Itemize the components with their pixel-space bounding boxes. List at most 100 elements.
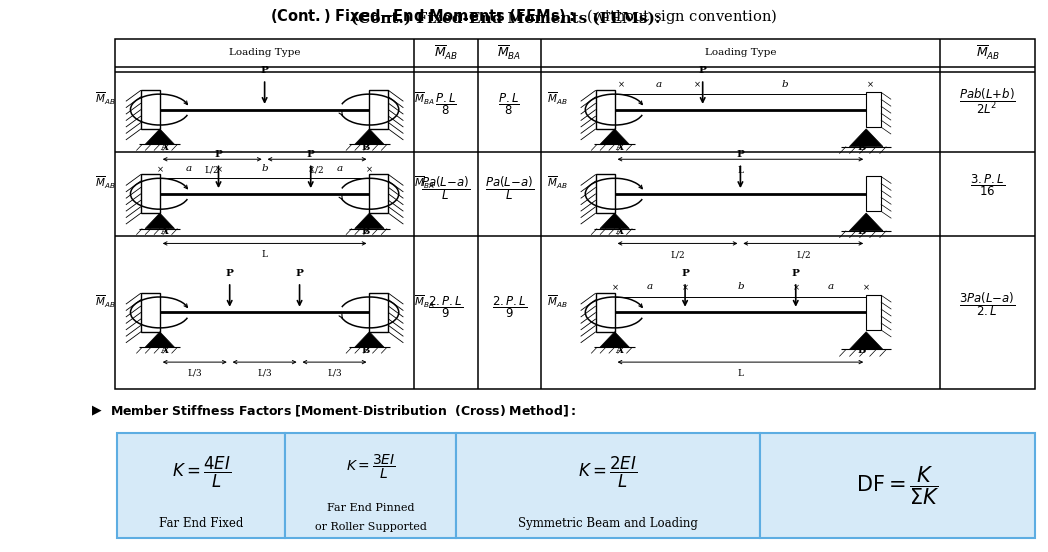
Bar — [595, 293, 614, 332]
Text: P: P — [307, 150, 314, 159]
Bar — [369, 174, 389, 213]
Text: $\overline{M}_{AB}$: $\overline{M}_{AB}$ — [434, 44, 458, 62]
Polygon shape — [354, 332, 385, 347]
Text: Loading Type: Loading Type — [228, 49, 301, 57]
Text: $\times$: $\times$ — [866, 80, 874, 89]
Text: $\dfrac{2.P.L}{9}$: $\dfrac{2.P.L}{9}$ — [429, 294, 463, 320]
Text: P: P — [699, 66, 706, 75]
Bar — [117, 433, 285, 538]
Text: $\overline{M}_{BA}$: $\overline{M}_{BA}$ — [497, 44, 522, 62]
Text: B: B — [362, 142, 369, 152]
Text: $\overline{M}_{AB}$: $\overline{M}_{AB}$ — [547, 91, 567, 107]
Text: a: a — [337, 164, 343, 173]
Polygon shape — [849, 129, 882, 147]
Text: $\times$: $\times$ — [156, 164, 163, 174]
Text: A: A — [160, 227, 168, 236]
Bar — [140, 174, 159, 213]
Text: $\overline{M}_{AB}$: $\overline{M}_{AB}$ — [95, 174, 115, 191]
Text: $\times$: $\times$ — [611, 283, 618, 293]
Text: B: B — [362, 346, 369, 354]
Text: $\times$: $\times$ — [307, 164, 314, 174]
Polygon shape — [599, 213, 629, 229]
Text: b: b — [261, 164, 268, 173]
Text: Far End Pinned: Far End Pinned — [327, 503, 414, 513]
Text: or Roller Supported: or Roller Supported — [314, 522, 427, 532]
Text: A: A — [160, 142, 168, 152]
Bar — [456, 433, 760, 538]
Text: $\dfrac{Pa(L{-}a)}{L}$: $\dfrac{Pa(L{-}a)}{L}$ — [421, 174, 471, 202]
Bar — [115, 39, 1035, 389]
Text: L/2: L/2 — [671, 250, 684, 259]
Bar — [866, 176, 880, 211]
Text: B: B — [858, 346, 866, 354]
Text: P: P — [296, 269, 304, 278]
Bar — [140, 293, 159, 332]
Text: Far End Fixed: Far End Fixed — [159, 517, 243, 530]
Text: $\mathrm{DF} = \dfrac{K}{\Sigma K}$: $\mathrm{DF} = \dfrac{K}{\Sigma K}$ — [855, 464, 940, 507]
Text: L/3: L/3 — [327, 369, 342, 378]
Text: A: A — [615, 346, 623, 354]
Text: $K = \dfrac{3EI}{L}$: $K = \dfrac{3EI}{L}$ — [346, 452, 395, 481]
Text: $\dfrac{Pa(L{-}a)}{L}$: $\dfrac{Pa(L{-}a)}{L}$ — [485, 174, 533, 202]
Polygon shape — [849, 332, 882, 349]
Polygon shape — [354, 129, 385, 145]
Text: $\times$: $\times$ — [693, 80, 700, 89]
Polygon shape — [599, 332, 629, 347]
Polygon shape — [145, 129, 174, 145]
Text: P: P — [261, 66, 268, 75]
Polygon shape — [599, 129, 629, 145]
Text: a: a — [187, 164, 192, 173]
Text: $\bf{Member\ Stiffness\ Factors\ [Moment\text{-}Distribution\ \ (Cross)\ Method]: $\bf{Member\ Stiffness\ Factors\ [Moment… — [110, 404, 576, 419]
Text: A: A — [160, 346, 168, 354]
Bar — [595, 90, 614, 129]
Text: B: B — [858, 142, 866, 152]
Text: b: b — [737, 283, 744, 291]
Text: a: a — [828, 283, 834, 291]
Text: $\dfrac{3Pa(L{-}a)}{2.L}$: $\dfrac{3Pa(L{-}a)}{2.L}$ — [960, 290, 1016, 318]
Text: L: L — [262, 250, 267, 259]
Text: L: L — [738, 166, 743, 175]
Text: $\dfrac{2.P.L}{9}$: $\dfrac{2.P.L}{9}$ — [492, 294, 527, 320]
Text: a: a — [647, 283, 653, 291]
Text: L/3: L/3 — [258, 369, 271, 378]
Text: (Cont.) Fixed-End Moments (FEMs):: (Cont.) Fixed-End Moments (FEMs): — [351, 11, 660, 25]
Bar — [866, 295, 880, 330]
Text: $\dfrac{3.P.L}{16}$: $\dfrac{3.P.L}{16}$ — [970, 173, 1005, 198]
Bar — [285, 433, 456, 538]
Text: P: P — [215, 150, 222, 159]
Text: $\times$: $\times$ — [863, 283, 870, 293]
Text: $\dfrac{P.L}{8}$: $\dfrac{P.L}{8}$ — [499, 91, 520, 117]
Text: $\dfrac{Pab(L{+}b)}{2L^2}$: $\dfrac{Pab(L{+}b)}{2L^2}$ — [959, 86, 1017, 116]
Text: L/2: L/2 — [205, 166, 219, 175]
Text: b: b — [781, 79, 788, 88]
Text: L/3: L/3 — [188, 369, 202, 378]
Bar — [369, 90, 389, 129]
Text: $\overline{M}_{AB}$: $\overline{M}_{AB}$ — [95, 293, 115, 310]
Text: $\dfrac{P.L}{8}$: $\dfrac{P.L}{8}$ — [435, 91, 457, 117]
Text: a: a — [656, 79, 661, 88]
Text: L/2: L/2 — [310, 166, 324, 175]
Polygon shape — [849, 213, 882, 231]
Text: P: P — [225, 269, 234, 278]
Polygon shape — [145, 332, 174, 347]
Bar — [595, 174, 614, 213]
Text: $\times$: $\times$ — [366, 164, 373, 174]
Text: $\overline{M}_{BA}$: $\overline{M}_{BA}$ — [414, 293, 434, 310]
Text: A: A — [615, 142, 623, 152]
Text: $\overline{M}_{BA}$: $\overline{M}_{BA}$ — [414, 174, 434, 191]
Text: $\times$: $\times$ — [681, 283, 689, 293]
Bar — [760, 433, 1035, 538]
Text: Symmetric Beam and Loading: Symmetric Beam and Loading — [518, 517, 698, 530]
Text: $\mathbf{(Cont.)\ Fixed\!-\!End\ Moments\ (FEMs):}$  (without sign convention): $\mathbf{(Cont.)\ Fixed\!-\!End\ Moments… — [270, 7, 778, 26]
Text: $\blacktriangleright$: $\blacktriangleright$ — [89, 404, 103, 418]
Polygon shape — [145, 213, 174, 229]
Text: B: B — [362, 227, 369, 236]
Text: A: A — [615, 227, 623, 236]
Text: $K = \dfrac{2EI}{L}$: $K = \dfrac{2EI}{L}$ — [578, 454, 637, 490]
Text: $\times$: $\times$ — [215, 164, 222, 174]
Bar — [140, 90, 159, 129]
Text: $\times$: $\times$ — [792, 283, 800, 293]
Text: P: P — [737, 150, 744, 159]
Text: B: B — [858, 227, 866, 236]
Text: $\overline{M}_{AB}$: $\overline{M}_{AB}$ — [547, 174, 567, 191]
